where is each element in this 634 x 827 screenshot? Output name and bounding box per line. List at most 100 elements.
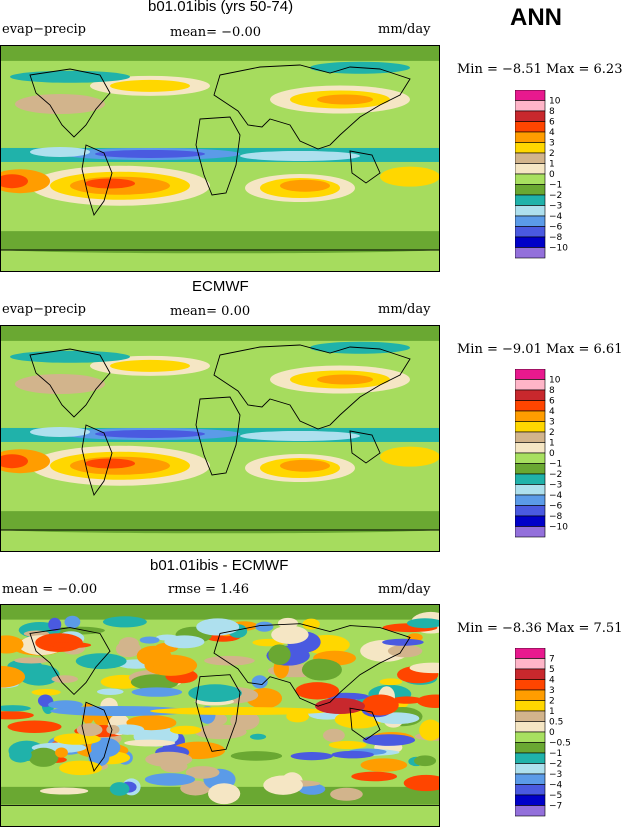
- colorbar-swatch: [515, 784, 546, 796]
- contour-region: [0, 635, 24, 654]
- colorbar-tick-label: 3: [549, 686, 555, 696]
- contour-region: [144, 773, 196, 786]
- colorbar-tick-label: −10: [549, 244, 568, 254]
- coastline: [349, 150, 381, 184]
- contour-region: [95, 149, 205, 158]
- contour-region: [315, 698, 365, 715]
- colorbar-tick-label: −8: [549, 233, 563, 243]
- colorbar-swatch: [515, 100, 546, 112]
- contour-region: [280, 179, 330, 192]
- colorbar-swatch: [515, 431, 546, 443]
- colorbar-swatch: [515, 515, 546, 527]
- colorbar-tick-label: 2: [549, 428, 555, 438]
- contour-region: [255, 621, 274, 632]
- contour-region: [268, 644, 291, 665]
- contour-region: [51, 675, 78, 683]
- coastline: [0, 804, 440, 827]
- colorbar-tick-label: 0: [549, 449, 555, 459]
- contour-region: [85, 458, 135, 469]
- colorbar-tick-label: −3: [549, 202, 562, 212]
- colorbar-swatch: [515, 526, 546, 538]
- coastline: [81, 424, 113, 497]
- contour-region: [48, 700, 83, 710]
- colorbar-swatch: [515, 173, 546, 185]
- colorbar-swatch: [515, 400, 546, 412]
- coastline: [213, 64, 411, 150]
- colorbar-swatch: [515, 442, 546, 454]
- contour-region: [0, 325, 440, 341]
- colorbar-swatch: [515, 452, 546, 464]
- contour-region: [251, 675, 268, 689]
- contour-region: [0, 454, 28, 469]
- colorbar-swatch: [515, 389, 546, 401]
- colorbar-swatch: [515, 648, 546, 659]
- colorbar-tick-label: 3: [549, 139, 555, 149]
- colorbar-tick-label: 4: [549, 407, 555, 417]
- contour-region: [95, 429, 205, 438]
- colorbar-swatch: [515, 668, 546, 680]
- contour-region: [28, 747, 59, 767]
- contour-region: [188, 684, 242, 703]
- colorbar-tick-label: 3: [549, 418, 555, 428]
- contour-region: [295, 682, 340, 700]
- panel-3-mean-label: mean = −0.00: [2, 582, 98, 597]
- contour-region: [403, 774, 440, 792]
- contour-region: [271, 625, 309, 644]
- contour-region: [9, 747, 32, 763]
- colorbar-swatch: [515, 247, 546, 259]
- colorbar-tick-label: −1: [549, 460, 562, 470]
- contour-region: [0, 245, 440, 254]
- coastline: [29, 627, 111, 696]
- colorbar-tick-label: 0: [549, 728, 555, 738]
- panel-1-mean-label: mean= −0.00: [170, 25, 262, 40]
- colorbar-tick-label: −3: [549, 481, 562, 491]
- colorbar-tick-label: 4: [549, 128, 555, 138]
- contour-region: [361, 694, 399, 716]
- contour-region: [110, 79, 190, 92]
- contour-region: [53, 733, 101, 745]
- contour-region: [106, 724, 120, 735]
- contour-region: [322, 728, 345, 742]
- colorbar-tick-label: 6: [549, 397, 555, 407]
- contour-region: [10, 350, 130, 363]
- contour-region: [302, 658, 336, 681]
- panel-2-title: ECMWF: [192, 278, 249, 295]
- contour-region: [331, 750, 374, 759]
- colorbar-swatch: [515, 805, 546, 817]
- colorbar-swatch: [515, 689, 546, 701]
- colorbar-tick-label: 1: [549, 707, 555, 717]
- contour-region: [0, 174, 28, 189]
- contour-region: [90, 737, 121, 758]
- contour-region: [85, 178, 135, 189]
- panel-1-map: [0, 45, 440, 272]
- contour-region: [15, 94, 105, 115]
- contour-region: [164, 635, 205, 649]
- colorbar-swatch: [515, 205, 546, 217]
- coastline: [349, 707, 381, 741]
- contour-region: [196, 618, 240, 636]
- contour-region: [406, 618, 440, 629]
- contour-region: [150, 707, 330, 716]
- contour-region: [64, 615, 81, 629]
- colorbar-swatch: [515, 215, 546, 227]
- contour-region: [15, 374, 105, 395]
- contour-region: [136, 645, 172, 667]
- colorbar-swatch: [515, 473, 546, 485]
- colorbar-tick-label: 5: [549, 665, 555, 675]
- contour-region: [0, 604, 440, 620]
- contour-region: [131, 687, 183, 697]
- contour-region: [263, 775, 303, 795]
- map-frame: [0, 45, 440, 272]
- colorbar-swatch: [515, 731, 546, 743]
- colorbar-tick-label: 2: [549, 149, 555, 159]
- contour-region: [76, 723, 103, 737]
- map-frame: [0, 325, 440, 552]
- colorbar-tick-label: −0.5: [549, 739, 571, 749]
- colorbar-tick-label: 8: [549, 107, 555, 117]
- contour-region: [240, 430, 360, 441]
- colorbar-swatch: [515, 421, 546, 433]
- contour-region: [0, 45, 440, 61]
- colorbar-tick-label: −3: [549, 770, 562, 780]
- colorbar-swatch: [515, 194, 546, 206]
